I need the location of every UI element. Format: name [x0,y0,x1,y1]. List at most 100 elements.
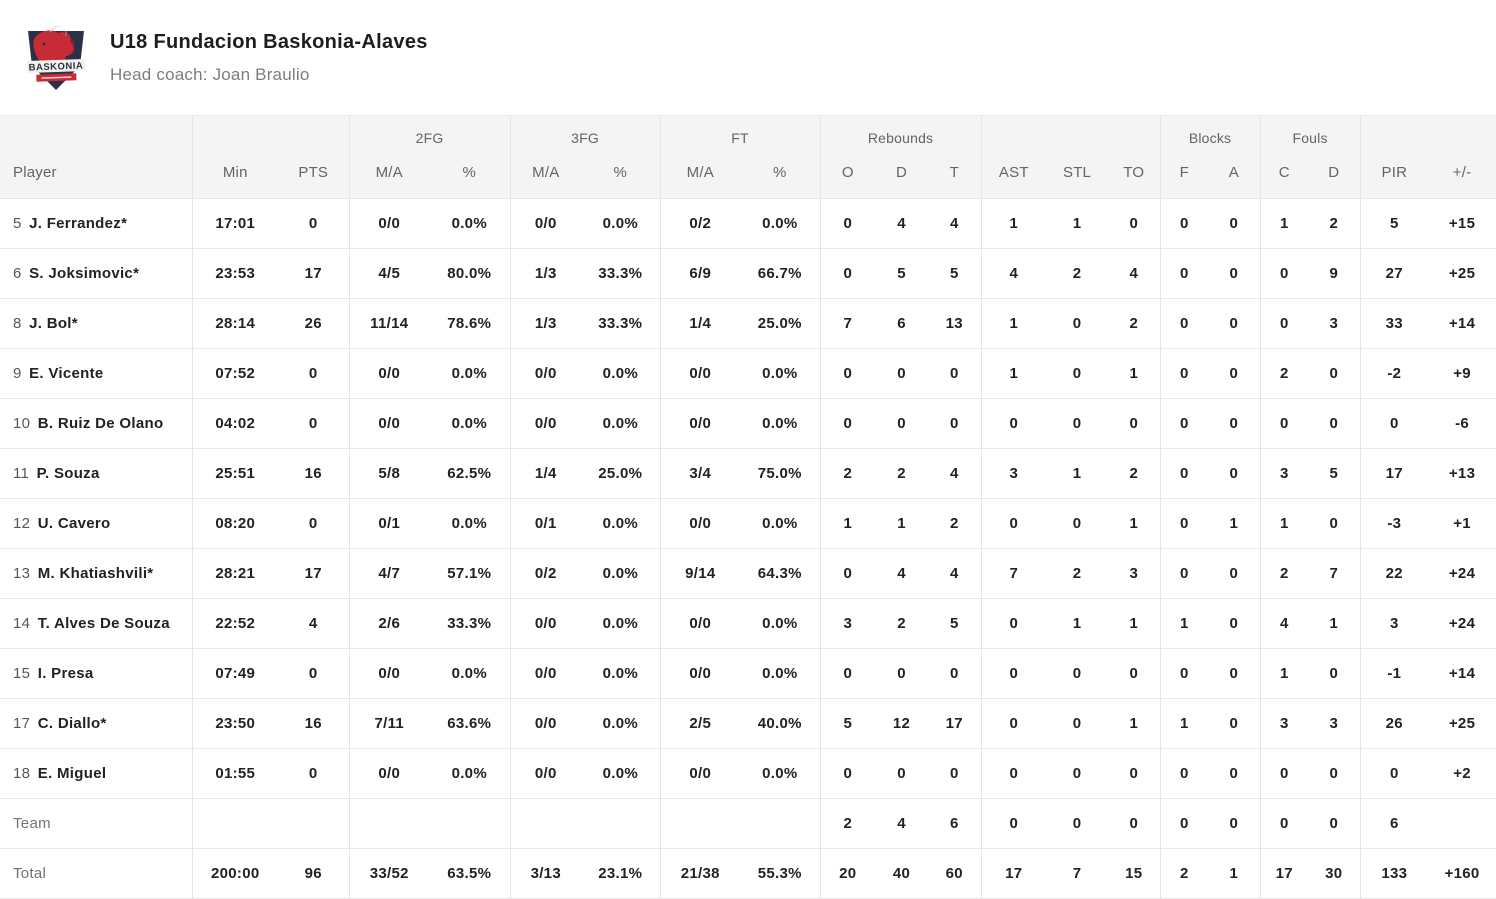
cell-ft-ma: 0/0 [660,498,741,549]
cell-foul-c: 2 [1260,348,1309,399]
cell-reb-d: 4 [875,798,929,849]
cell-to: 0 [1108,748,1161,799]
cell-blk-a: 0 [1208,748,1261,799]
cell-blk-f: 0 [1160,448,1209,499]
cell-stl: 0 [1046,298,1109,349]
cell-stl: 7 [1046,848,1109,899]
cell-ft-ma: 0/0 [660,348,741,399]
cell-to: 1 [1108,498,1161,549]
column-header-ast: AST [981,152,1047,199]
cell-min: 04:02 [192,398,278,449]
cell-foul-d: 0 [1308,398,1361,449]
player-cell: 5 J. Ferrandez* [0,198,193,249]
player-cell: 9 E. Vicente [0,348,193,399]
cell-reb-t: 60 [928,848,982,899]
cell-pts: 17 [278,548,350,599]
cell-reb-o: 7 [820,298,876,349]
cell-3fg-ma: 1/4 [510,448,582,499]
cell-reb-t: 0 [928,748,982,799]
cell-3fg-ma: 0/0 [510,198,582,249]
cell-stl: 1 [1046,598,1109,649]
cell-min: 28:14 [192,298,278,349]
cell-foul-c: 1 [1260,648,1309,699]
cell-reb-t: 17 [928,698,982,749]
cell-2fg-ma: 0/0 [349,748,429,799]
cell-to: 15 [1108,848,1161,899]
column-header-2fg-pct: % [429,152,511,199]
cell-plus-minus: +14 [1428,298,1496,349]
cell-foul-d: 9 [1308,248,1361,299]
player-row: 8 J. Bol* 28:14 26 11/14 78.6% 1/3 33.3% 1/4 25.… [0,298,1496,349]
cell-3fg-pct: 0.0% [581,748,661,799]
cell-ft-pct: 0.0% [740,348,821,399]
cell-blk-f: 0 [1160,248,1209,299]
cell-pir: 27 [1360,248,1429,299]
cell-reb-t: 13 [928,298,982,349]
cell-ast: 0 [981,498,1047,549]
cell-to: 3 [1108,548,1161,599]
cell-3fg-pct: 0.0% [581,498,661,549]
cell-to: 2 [1108,298,1161,349]
jersey-number: 13 [13,565,31,582]
cell-blk-f: 0 [1160,548,1209,599]
column-header-foul-c: C [1260,152,1309,199]
cell-to: 1 [1108,598,1161,649]
cell-foul-d: 0 [1308,798,1361,849]
cell-reb-t: 4 [928,548,982,599]
cell-plus-minus: -6 [1428,398,1496,449]
cell-to: 0 [1108,648,1161,699]
cell-blk-a: 0 [1208,198,1261,249]
cell-blk-a: 1 [1208,498,1261,549]
player-cell: 15 I. Presa [0,648,193,699]
cell-blk-a: 0 [1208,648,1261,699]
column-group-ast-stl-to [981,115,1161,153]
player-cell: Team [0,798,193,849]
cell-reb-d: 0 [875,648,929,699]
cell-blk-a: 0 [1208,698,1261,749]
player-row: 11 P. Souza 25:51 16 5/8 62.5% 1/4 25.0% 3/4 75.… [0,448,1496,499]
player-name: S. Joksimovic* [29,265,140,282]
cell-reb-o: 0 [820,198,876,249]
cell-blk-f: 0 [1160,348,1209,399]
head-coach-label: Head coach: Joan Braulio [110,64,310,84]
cell-2fg-pct: 80.0% [429,248,511,299]
column-header-blk-f: F [1160,152,1209,199]
cell-min: 22:52 [192,598,278,649]
cell-to: 0 [1108,198,1161,249]
column-group-player [0,115,193,153]
cell-pir: 22 [1360,548,1429,599]
cell-reb-o: 20 [820,848,876,899]
cell-foul-c: 0 [1260,248,1309,299]
cell-3fg-pct: 0.0% [581,598,661,649]
cell-stl: 0 [1046,498,1109,549]
cell-3fg-ma: 3/13 [510,848,582,899]
cell-3fg-ma: 0/1 [510,498,582,549]
column-header-pir: PIR [1360,152,1429,199]
cell-plus-minus: +25 [1428,248,1496,299]
cell-min: 17:01 [192,198,278,249]
cell-pir: 133 [1360,848,1429,899]
cell-blk-f: 0 [1160,398,1209,449]
cell-plus-minus: +24 [1428,548,1496,599]
cell-ft-pct: 75.0% [740,448,821,499]
cell-foul-d: 0 [1308,648,1361,699]
box-score-table: 2FG 3FG FT Rebounds Blocks Fouls Player Min PTS… [0,115,1496,899]
cell-3fg-ma: 0/0 [510,598,582,649]
cell-plus-minus: +13 [1428,448,1496,499]
cell-3fg-pct: 33.3% [581,298,661,349]
player-name: I. Presa [37,665,94,682]
player-cell: 14 T. Alves De Souza [0,598,193,649]
player-row: 9 E. Vicente 07:52 0 0/0 0.0% 0/0 0.0% 0/0 0.0% 0… [0,348,1496,399]
cell-reb-d: 4 [875,548,929,599]
cell-blk-a: 0 [1208,348,1261,399]
cell-foul-c: 1 [1260,198,1309,249]
crest-banner [26,58,86,73]
cell-2fg-ma: 5/8 [349,448,429,499]
cell-reb-t: 0 [928,648,982,699]
page-header: BASKONIA U18 Fundacion Baskonia-Alaves H… [0,0,1496,115]
jersey-number: 6 [13,265,22,282]
cell-blk-a: 0 [1208,798,1261,849]
cell-2fg-ma: 11/14 [349,298,429,349]
cell-ft-pct: 0.0% [740,198,821,249]
cell-ast: 0 [981,398,1047,449]
